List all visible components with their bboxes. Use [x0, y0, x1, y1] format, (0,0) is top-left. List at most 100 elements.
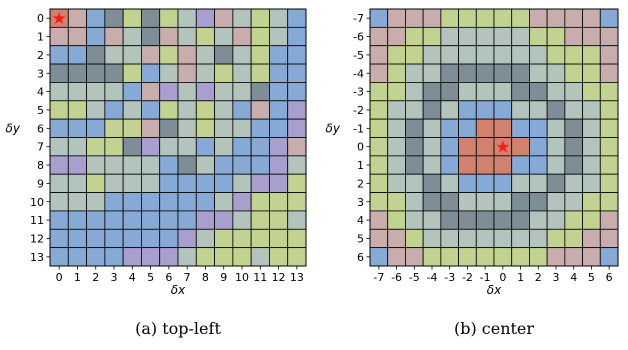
heatmap-cell	[546, 118, 566, 138]
heatmap-cell	[387, 8, 406, 28]
heatmap-cell	[458, 155, 477, 175]
heatmap-cell	[458, 228, 477, 249]
heatmap-cell	[405, 82, 424, 102]
y-tick-label: 2	[357, 177, 364, 190]
heatmap-cell	[475, 45, 495, 65]
heatmap-cell	[546, 247, 566, 267]
heatmap-cell	[287, 45, 307, 65]
heatmap-cell	[440, 137, 459, 157]
heatmap-cell	[546, 137, 566, 157]
heatmap-cell	[405, 137, 424, 157]
heatmap-cell	[369, 26, 389, 47]
heatmap-cell	[475, 210, 495, 230]
heatmap-cell	[475, 118, 495, 138]
heatmap-cell	[511, 8, 530, 28]
heatmap-cell	[141, 155, 161, 175]
heatmap-cell	[159, 137, 179, 157]
heatmap-cell	[122, 137, 142, 157]
heatmap-cell	[529, 45, 548, 65]
y-tick-label: 0	[37, 12, 44, 25]
heatmap-cell	[405, 192, 424, 212]
heatmap-cell	[177, 192, 197, 212]
heatmap-cell	[250, 26, 270, 47]
heatmap-cell	[177, 26, 197, 47]
heatmap-cell	[141, 8, 161, 28]
y-axis-label: δy	[6, 121, 21, 135]
panel-caption: (b) center	[454, 319, 534, 338]
x-tick-label: 6	[606, 271, 613, 284]
heatmap-cell	[141, 26, 161, 47]
heatmap-cell	[159, 247, 179, 267]
heatmap-cell	[141, 45, 161, 65]
heatmap-cell	[387, 228, 406, 249]
x-tick-label: 3	[111, 271, 118, 284]
x-tick-label: 4	[570, 271, 577, 284]
heatmap-cell	[440, 63, 459, 83]
heatmap-cell	[493, 26, 513, 47]
heatmap-cell	[104, 173, 124, 193]
heatmap-cell	[67, 82, 87, 102]
heatmap-cell	[269, 247, 289, 267]
heatmap-cell	[422, 100, 442, 120]
y-tick-label: 3	[37, 67, 44, 80]
heatmap-cell	[546, 100, 566, 120]
heatmap-cell	[529, 155, 548, 175]
heatmap-cell	[458, 63, 477, 83]
y-tick-label: -4	[353, 67, 364, 80]
x-tick-label: 4	[129, 271, 136, 284]
heatmap-cell	[49, 210, 69, 230]
heatmap-cell	[599, 63, 619, 83]
heatmap-cell	[369, 137, 389, 157]
heatmap-cell	[104, 45, 124, 65]
heatmap-cell	[405, 8, 424, 28]
heatmap-cell	[287, 192, 307, 212]
heatmap-cell	[475, 82, 495, 102]
heatmap-cell	[141, 118, 161, 138]
heatmap-cell	[159, 228, 179, 249]
heatmap-cell	[159, 173, 179, 193]
heatmap-cell	[232, 45, 252, 65]
heatmap-cell	[422, 118, 442, 138]
heatmap-cell	[582, 8, 601, 28]
heatmap-cell	[214, 8, 234, 28]
y-tick-label: 6	[357, 251, 364, 264]
heatmap-cell	[582, 118, 601, 138]
heatmap-cell	[440, 45, 459, 65]
y-tick-label: 9	[37, 177, 44, 190]
heatmap-cell	[440, 100, 459, 120]
heatmap-cell	[232, 137, 252, 157]
x-tick-label: -7	[373, 271, 384, 284]
x-tick-label: 11	[253, 271, 267, 284]
heatmap-cell	[287, 210, 307, 230]
heatmap-cell	[493, 228, 513, 249]
plot-frame	[369, 8, 619, 267]
heatmap-cell	[511, 173, 530, 193]
heatmap-cell	[458, 8, 477, 28]
heatmap-cell	[214, 118, 234, 138]
heatmap-cell	[599, 155, 619, 175]
heatmap-cell	[214, 45, 234, 65]
x-tick-label: 12	[272, 271, 286, 284]
heatmap-cell	[287, 247, 307, 267]
heatmap-cell	[369, 155, 389, 175]
heatmap-cell	[141, 63, 161, 83]
star-marker-icon: ★	[52, 9, 67, 29]
heatmap-cell	[475, 192, 495, 212]
heatmap-cell	[564, 228, 583, 249]
heatmap-cell	[582, 100, 601, 120]
heatmap-cell	[529, 100, 548, 120]
heatmap-cell	[529, 82, 548, 102]
heatmap-cell	[86, 228, 106, 249]
y-tick-label: 12	[30, 232, 44, 245]
heatmap-cell	[582, 210, 601, 230]
heatmap-cell	[564, 155, 583, 175]
heatmap-cell	[582, 137, 601, 157]
y-tick-label: 5	[357, 232, 364, 245]
heatmap-cell	[564, 210, 583, 230]
heatmap-cell	[250, 118, 270, 138]
heatmap-cell	[582, 173, 601, 193]
heatmap-cell	[422, 26, 442, 47]
heatmap-cell	[141, 173, 161, 193]
heatmap-cell	[599, 8, 619, 28]
heatmap-cell	[49, 26, 69, 47]
